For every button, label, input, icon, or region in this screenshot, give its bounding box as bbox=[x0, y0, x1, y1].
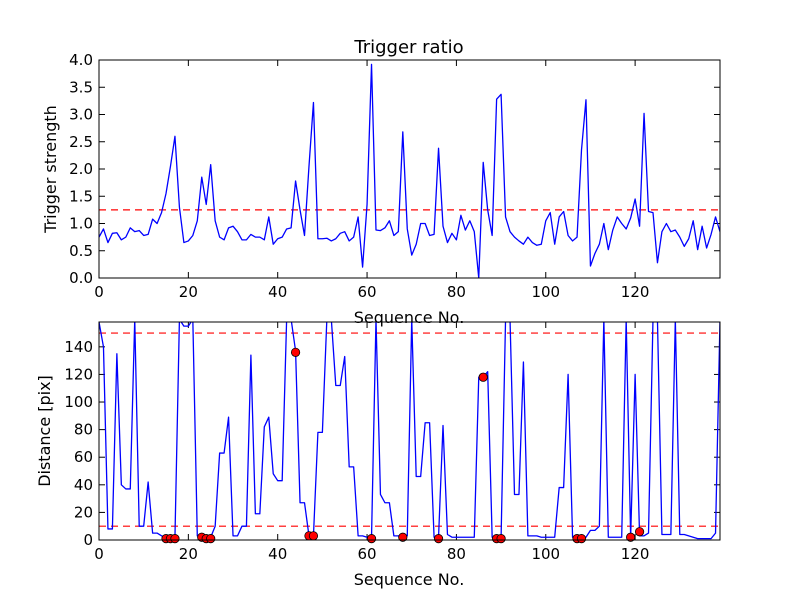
y-tick-label: 20 bbox=[74, 503, 93, 521]
y-tick-label: 40 bbox=[74, 476, 93, 494]
data-point-marker bbox=[634, 527, 645, 537]
x-tick-label: 100 bbox=[531, 283, 560, 301]
marks-group bbox=[99, 322, 720, 544]
data-point-marker bbox=[478, 372, 488, 382]
y-tick-label: 0.5 bbox=[69, 242, 93, 260]
y-tick-label: 120 bbox=[64, 365, 93, 383]
plot-frame bbox=[98, 59, 721, 279]
chart-title: Trigger ratio bbox=[353, 37, 463, 58]
tick-group: 0 20 40 60 80 100 120 0.0 0.5 1.0 1.5 2.0 2.5 3.0 3.5 4… bbox=[69, 51, 720, 301]
data-point-marker bbox=[366, 534, 377, 544]
data-point-marker bbox=[626, 532, 636, 542]
y-tick-label: 3.5 bbox=[69, 78, 93, 96]
y-tick-label: 1.0 bbox=[69, 215, 93, 233]
x-tick-label: 100 bbox=[531, 545, 560, 563]
y-tick-label: 80 bbox=[74, 421, 93, 439]
y-tick-label: 0 bbox=[83, 531, 93, 549]
y-tick-label: 2.0 bbox=[69, 160, 93, 178]
plot-frame bbox=[98, 321, 721, 541]
y-tick-label: 0.0 bbox=[69, 269, 93, 287]
x-tick-label: 80 bbox=[447, 283, 466, 301]
x-tick-label: 0 bbox=[94, 545, 104, 563]
y-tick-label: 4.0 bbox=[69, 51, 93, 69]
y-tick-label: 60 bbox=[74, 448, 93, 466]
x-tick-label: 120 bbox=[621, 545, 650, 563]
y-axis-label: Trigger strength bbox=[41, 105, 60, 234]
data-point-marker bbox=[433, 534, 444, 544]
trigger-ratio-axes: Trigger ratio Sequence No. Trigger stren… bbox=[41, 37, 721, 327]
data-point-marker bbox=[496, 534, 506, 544]
distance-axes: Sequence No. Distance [pix] 0 20 40 60 80 100… bbox=[35, 321, 721, 589]
data-point-marker bbox=[290, 347, 301, 357]
x-tick-label: 60 bbox=[358, 283, 377, 301]
data-point-marker bbox=[576, 534, 587, 544]
y-tick-label: 1.5 bbox=[69, 187, 93, 205]
x-axis-label: Sequence No. bbox=[354, 570, 465, 589]
data-point-marker bbox=[308, 531, 319, 541]
x-tick-label: 60 bbox=[358, 545, 377, 563]
y-tick-label: 100 bbox=[64, 393, 93, 411]
x-tick-label: 80 bbox=[447, 545, 466, 563]
series-line bbox=[99, 63, 720, 278]
x-tick-label: 40 bbox=[268, 545, 287, 563]
data-point-marker bbox=[206, 534, 216, 544]
marks-group bbox=[99, 63, 720, 278]
x-axis-label: Sequence No. bbox=[354, 308, 465, 327]
x-tick-label: 20 bbox=[179, 545, 198, 563]
y-tick-label: 3.0 bbox=[69, 106, 93, 124]
x-tick-label: 20 bbox=[179, 283, 198, 301]
x-tick-label: 0 bbox=[94, 283, 104, 301]
data-point-marker bbox=[398, 532, 408, 542]
x-tick-label: 40 bbox=[268, 283, 287, 301]
x-tick-label: 120 bbox=[621, 283, 650, 301]
y-tick-label: 2.5 bbox=[69, 133, 93, 151]
y-tick-label: 140 bbox=[64, 338, 93, 356]
y-axis-label: Distance [pix] bbox=[35, 375, 54, 487]
data-point-marker bbox=[170, 534, 180, 544]
tick-group: 0 20 40 60 80 100 120 0 20 40 60 80 100 120 140 bbox=[64, 322, 720, 563]
